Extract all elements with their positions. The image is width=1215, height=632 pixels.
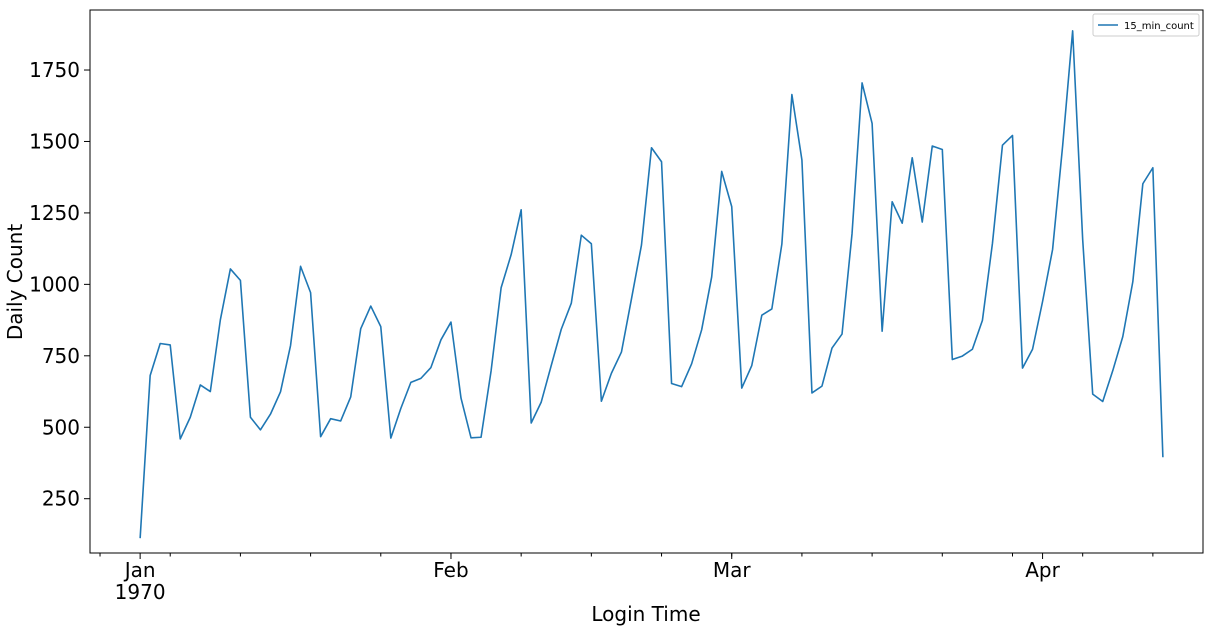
y-axis-label: Daily Count <box>3 224 27 341</box>
x-tick-label: Feb <box>433 558 468 582</box>
x-tick-label: Apr <box>1025 558 1060 582</box>
legend-entry-label: 15_min_count <box>1124 21 1194 32</box>
legend: 15_min_count <box>1092 13 1200 37</box>
series-line-15-min-count <box>139 30 1164 539</box>
x-tick-label: Mar <box>713 558 752 582</box>
y-tick-label: 1500 <box>29 129 80 153</box>
plot-area-frame <box>89 9 1204 554</box>
legend-box <box>1092 13 1200 37</box>
y-tick-label: 250 <box>42 487 80 511</box>
y-tick-label: 1000 <box>29 272 80 296</box>
y-tick-label: 500 <box>42 415 80 439</box>
y-tick-label: 1250 <box>29 201 80 225</box>
y-tick-label: 1750 <box>29 58 80 82</box>
x-axis-label: Login Time <box>591 602 700 626</box>
x-tick-label: Jan <box>123 558 156 582</box>
y-tick-label: 750 <box>42 344 80 368</box>
x-tick-sublabel: 1970 <box>115 580 166 604</box>
y-axis-ticks: 250 500 750 1000 1250 1500 1750 <box>29 58 90 511</box>
